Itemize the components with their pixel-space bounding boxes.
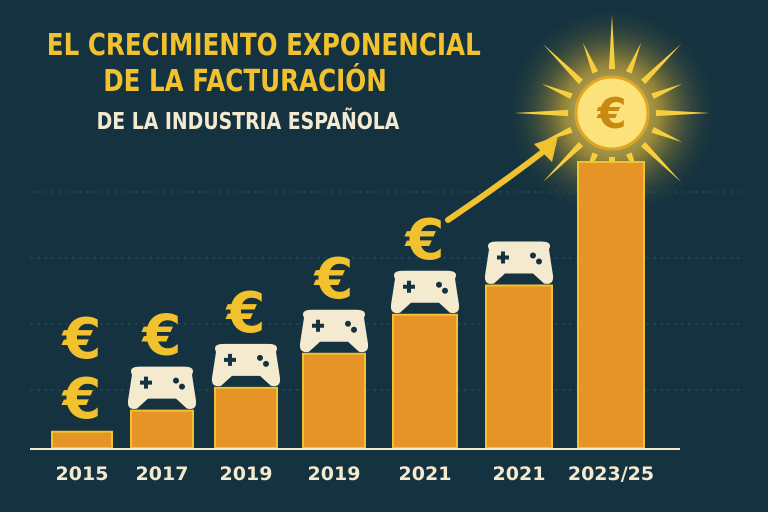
gamepad-icon [127,366,197,409]
euro-icon: € [225,281,266,346]
sun-ray [651,83,683,100]
gamepad-icon [390,270,460,314]
arrow-head-icon [534,136,558,162]
sun-ray [542,141,584,183]
sun-ray [625,42,642,74]
x-tick-label: 2015 [56,463,109,485]
chart-title-line-2: DE LA FACTURACIÓN [103,64,387,99]
sun-ray [651,126,683,143]
euro-icon: € [313,247,354,312]
gamepad-icon [211,343,281,387]
bar-decorations: €€ € €€€ [61,208,554,432]
arrow-up-right-icon [445,145,551,223]
x-tick-label: 2021 [399,463,452,485]
sun-ray [514,109,569,117]
gamepad-icon [299,309,369,353]
sun-ray [655,109,710,117]
bar [392,313,458,449]
sun-ray [542,43,584,85]
x-tick-label: 2021 [493,463,546,485]
euro-icon: € [141,304,182,369]
euro-icon: € [596,89,626,138]
euro-icon: € [61,307,102,372]
bar [130,409,194,449]
x-tick-label: 2017 [136,463,189,485]
bar [485,284,553,449]
sun-ray [582,42,599,74]
sun-ray [608,15,616,70]
sun-ray [640,43,682,85]
x-tick-label: 2019 [220,463,273,485]
bar [51,430,113,449]
sun-ray [640,141,682,183]
euro-icon: € [404,208,445,273]
sun-ray [541,126,573,143]
chart-subtitle: DE LA INDUSTRIA ESPAÑOLA [96,109,400,135]
euro-coin-icon [574,75,650,151]
euro-icon: € [61,367,102,432]
gamepad-icon [484,241,554,284]
x-axis-labels: 2015 2017 2019 2019 2021 2021 2023/25 [56,463,655,485]
bar [577,161,645,449]
bars-group [51,161,645,449]
sun-ray [541,83,573,100]
bar [214,386,278,449]
x-tick-label: 2019 [308,463,361,485]
bar [302,352,366,449]
sun-burst-icon: € [502,3,722,223]
title-block: EL CRECIMIENTO EXPONENCIAL DE LA FACTURA… [0,28,520,142]
x-tick-label: 2023/25 [568,463,654,485]
chart-title-line-1: EL CRECIMIENTO EXPONENCIAL [46,28,481,63]
